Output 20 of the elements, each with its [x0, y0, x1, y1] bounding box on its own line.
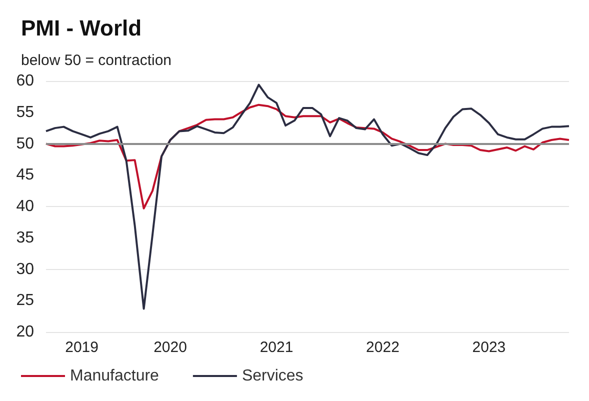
y-tick-label: 40	[16, 198, 34, 215]
y-tick-label: 25	[16, 292, 34, 310]
x-tick-label: 2023	[472, 339, 506, 356]
y-tick-label: 50	[16, 135, 34, 152]
legend-label: Manufacture	[70, 368, 160, 384]
y-tick-label: 55	[16, 104, 34, 121]
chart-title: PMI - World	[21, 16, 142, 40]
line-series	[45, 84, 570, 310]
line-series	[45, 104, 570, 210]
legend-label: Services	[242, 368, 304, 384]
y-tick-label: 35	[16, 229, 34, 246]
x-tick-label: 2022	[366, 339, 400, 356]
y-tick-label: 60	[16, 72, 34, 90]
x-tick-label: 2020	[154, 339, 187, 356]
chart-subtitle: below 50 = contraction	[21, 52, 172, 69]
y-tick-label: 20	[16, 324, 34, 340]
y-tick-label: 45	[16, 166, 34, 184]
x-tick-label: 2019	[65, 339, 98, 356]
y-tick-label: 30	[16, 260, 34, 278]
x-tick-label: 2021	[260, 339, 294, 356]
